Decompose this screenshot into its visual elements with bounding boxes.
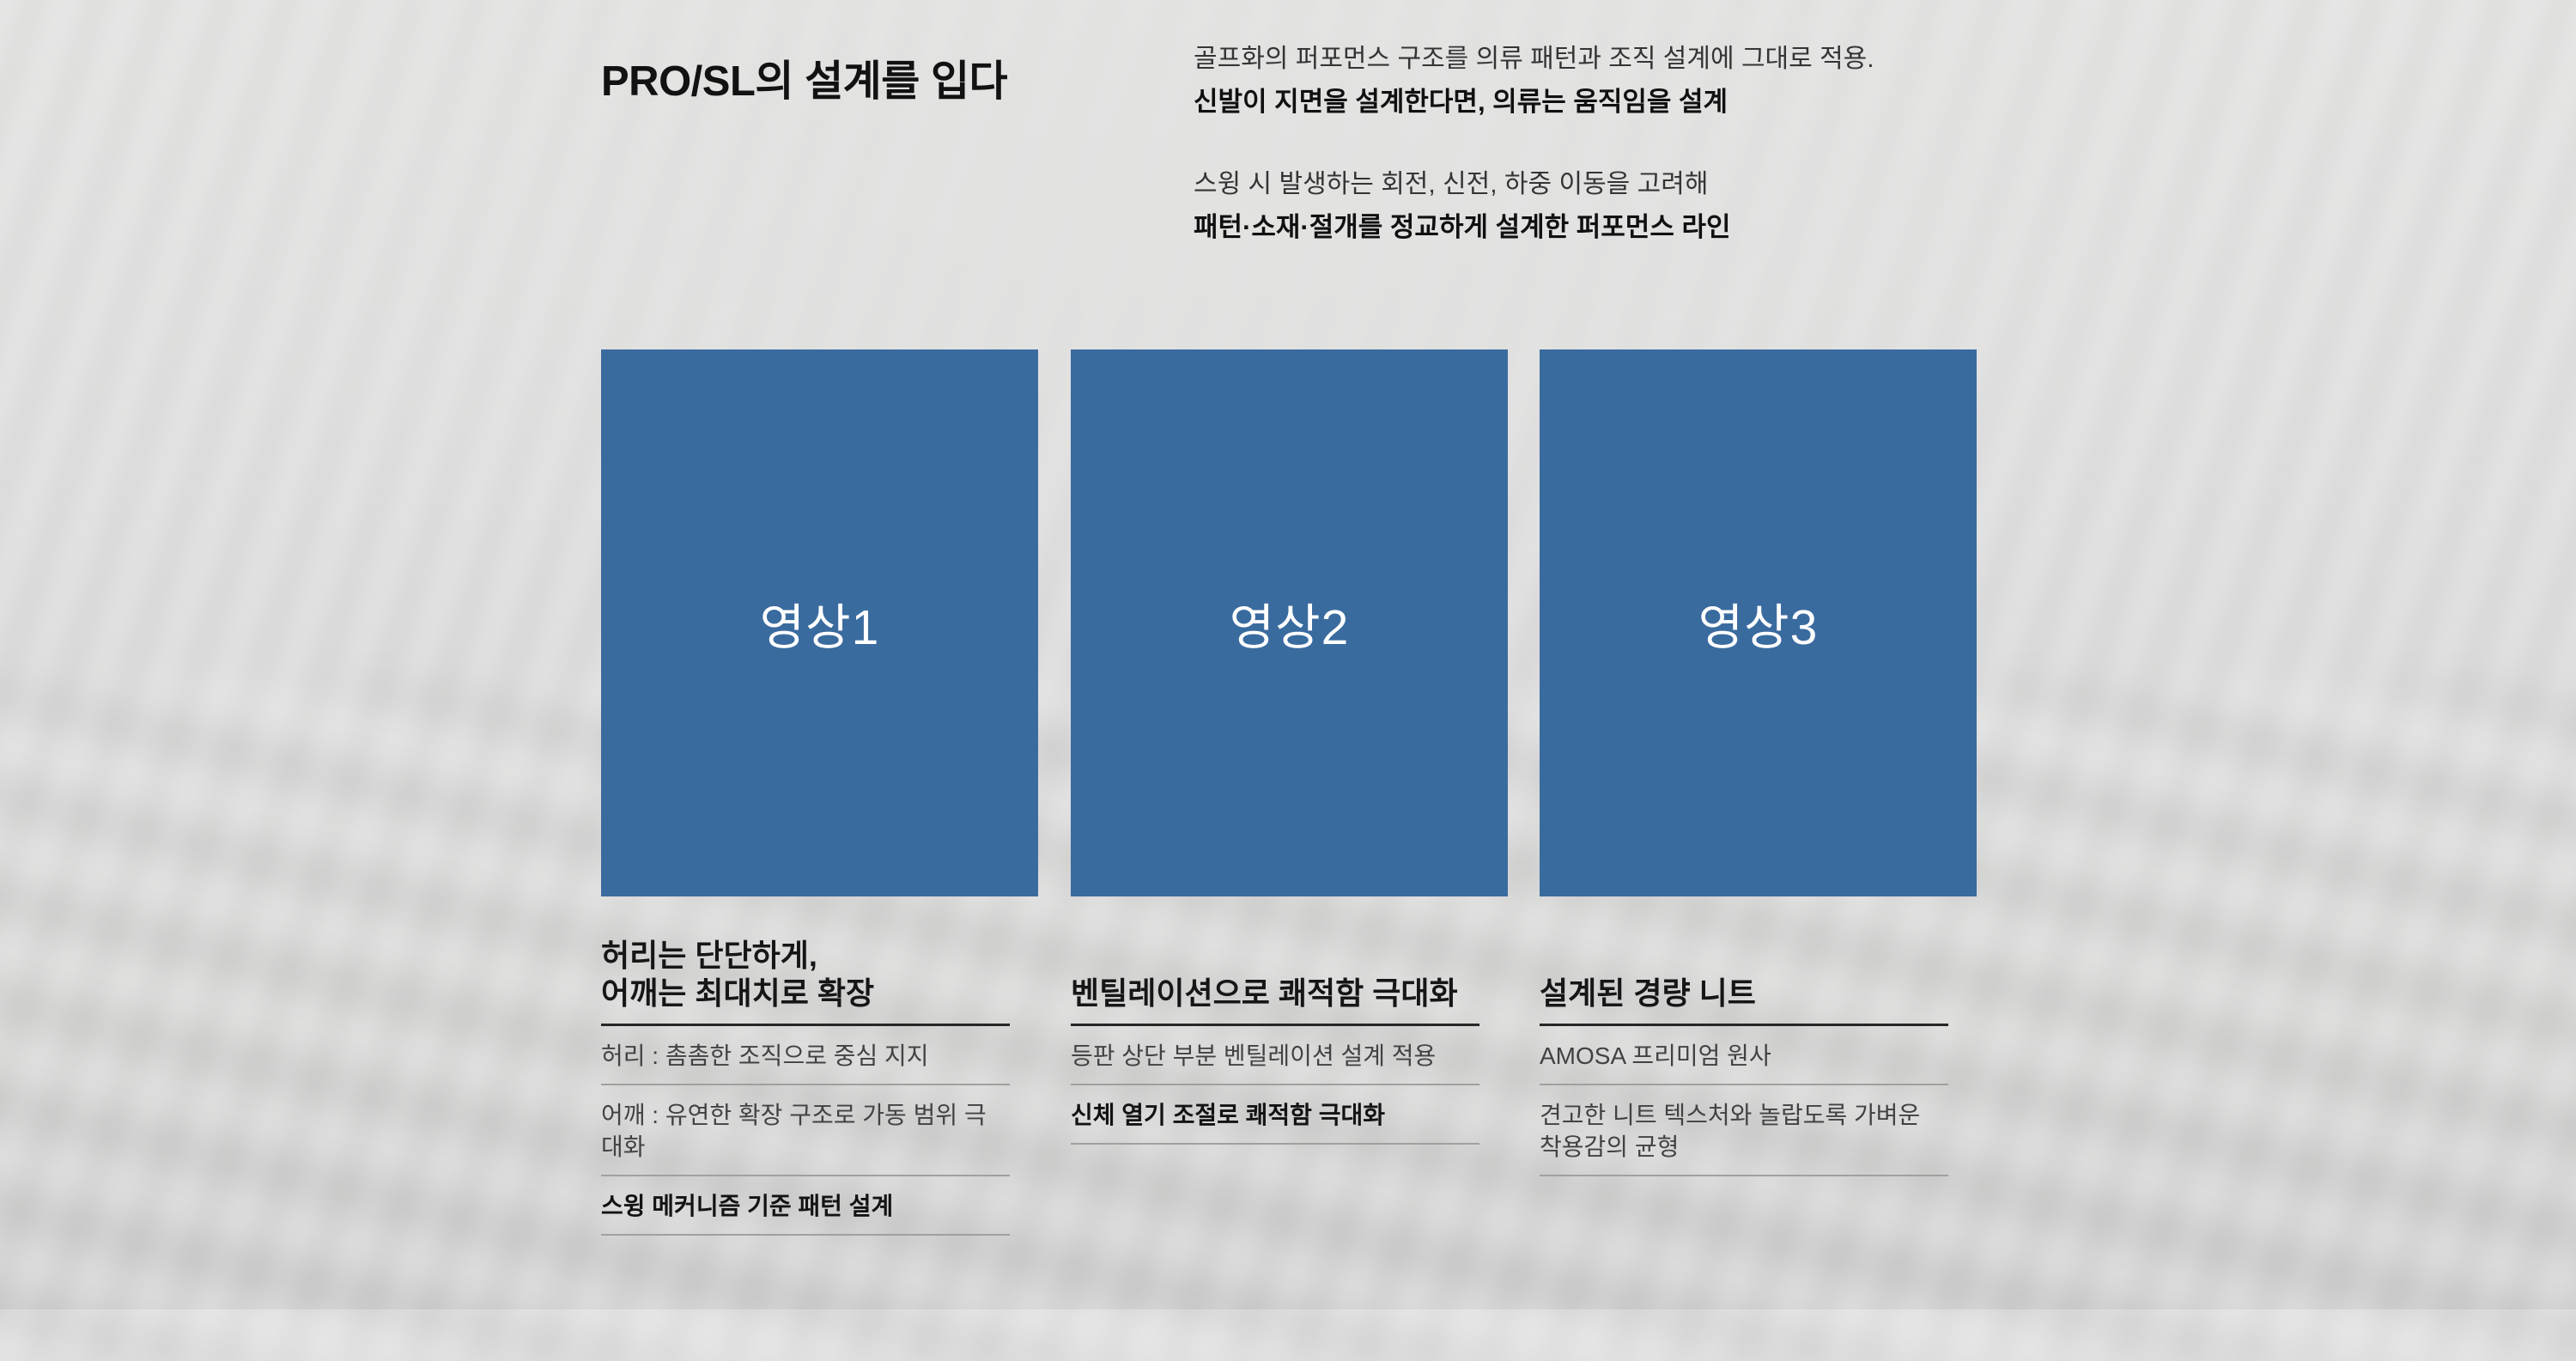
feature-heading: 설계된 경량 니트	[1540, 975, 1756, 1011]
feature-item: 어깨 : 유연한 확장 구조로 가동 범위 극대화	[601, 1085, 1010, 1176]
feature-heading-divider	[1071, 1024, 1479, 1026]
feature-item: 견고한 니트 텍스처와 놀랍도록 가벼운 착용감의 균형	[1540, 1085, 1948, 1176]
feature-item-list: 등판 상단 부분 벤틸레이션 설계 적용 신체 열기 조절로 쾌적함 극대화	[1071, 1026, 1479, 1145]
feature-item-list: AMOSA 프리미엄 원사 견고한 니트 텍스처와 놀랍도록 가벼운 착용감의 균…	[1540, 1026, 1948, 1176]
feature-heading-divider	[1540, 1024, 1948, 1026]
feature-block: 설계된 경량 니트 AMOSA 프리미엄 원사 견고한 니트 텍스처와 놀랍도록 …	[1540, 932, 1948, 1176]
feature-item-list: 허리 : 촘촘한 조직으로 중심 지지 어깨 : 유연한 확장 구조로 가동 범위…	[601, 1026, 1010, 1236]
video-placeholder[interactable]: 영상3	[1540, 349, 1977, 896]
video-placeholder-label: 영상3	[1698, 599, 1819, 655]
video-placeholder-label: 영상2	[1229, 599, 1350, 655]
video-placeholder-label: 영상1	[759, 599, 880, 655]
section-title: PRO/SL의 설계를 입다	[601, 58, 1008, 105]
intro-line: 골프화의 퍼포먼스 구조를 의류 패턴과 조직 설계에 그대로 적용.	[1194, 45, 1874, 73]
video-placeholder[interactable]: 영상1	[601, 349, 1038, 896]
intro-line-emphasis: 패턴·소재·절개를 정교하게 설계한 퍼포먼스 라인	[1194, 212, 1731, 242]
product-feature-card: 영상1 허리는 단단하게, 어깨는 최대치로 확장 허리 : 촘촘한 조직으로 …	[601, 0, 1038, 1309]
feature-item: 스윙 메커니즘 기준 패턴 설계	[601, 1176, 1010, 1236]
feature-heading: 벤틸레이션으로 쾌적함 극대화	[1071, 975, 1458, 1011]
feature-item: 허리 : 촘촘한 조직으로 중심 지지	[601, 1026, 1010, 1085]
intro-copy: 골프화의 퍼포먼스 구조를 의류 패턴과 조직 설계에 그대로 적용. 신발이 …	[1194, 38, 1874, 249]
feature-heading: 허리는 단단하게, 어깨는 최대치로 확장	[601, 938, 875, 1011]
feature-block: 허리는 단단하게, 어깨는 최대치로 확장 허리 : 촘촘한 조직으로 중심 지…	[601, 932, 1010, 1236]
feature-item: 등판 상단 부분 벤틸레이션 설계 적용	[1071, 1026, 1479, 1085]
feature-item: 신체 열기 조절로 쾌적함 극대화	[1071, 1085, 1479, 1145]
video-placeholder[interactable]: 영상2	[1071, 349, 1508, 896]
product-feature-card: 영상3 설계된 경량 니트 AMOSA 프리미엄 원사 견고한 니트 텍스처와 놀…	[1540, 0, 1977, 1309]
feature-item: AMOSA 프리미엄 원사	[1540, 1026, 1948, 1085]
product-feature-card: 영상2 벤틸레이션으로 쾌적함 극대화 등판 상단 부분 벤틸레이션 설계 적용…	[1071, 0, 1508, 1309]
feature-block: 벤틸레이션으로 쾌적함 극대화 등판 상단 부분 벤틸레이션 설계 적용 신체 열…	[1071, 932, 1479, 1145]
feature-heading-divider	[601, 1024, 1010, 1026]
intro-line: 스윙 시 발생하는 회전, 신전, 하중 이동을 고려해	[1194, 170, 1709, 198]
intro-line-emphasis: 신발이 지면을 설계한다면, 의류는 움직임을 설계	[1194, 87, 1728, 117]
